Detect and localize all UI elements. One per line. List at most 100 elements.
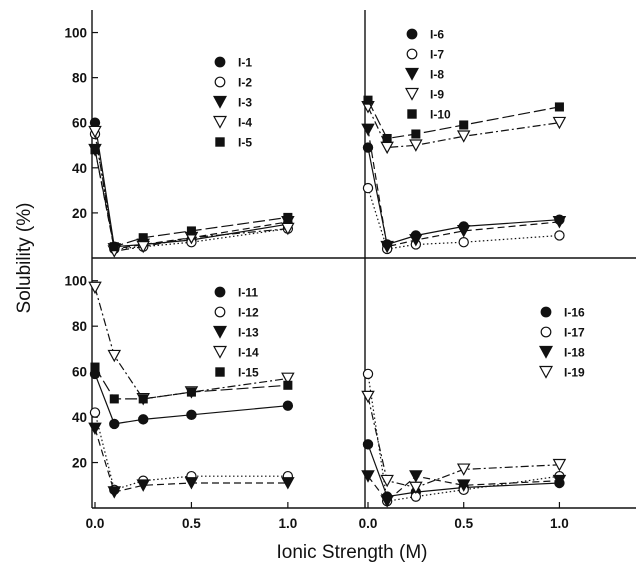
legend-marker-i-8 (404, 67, 420, 81)
data-point-i-15 (283, 380, 293, 390)
data-point-i-15 (109, 394, 119, 404)
data-point-i-15 (90, 362, 100, 372)
legend-marker-i-1 (214, 56, 226, 68)
data-point-i-7 (554, 230, 565, 241)
panel-top-right: I-6 I-7 I-8 I-9 I-10 (361, 28, 567, 255)
data-point-i-17 (362, 368, 374, 380)
data-point-i-13 (107, 486, 122, 499)
data-point-i-5 (186, 226, 196, 236)
legend-label-i-18: I-18 (564, 346, 585, 360)
legend-marker-i-15 (215, 367, 225, 377)
legend-label-i-8: I-8 (430, 68, 444, 82)
series-i-14 (88, 281, 295, 406)
y-tick-label: 80 (72, 71, 87, 86)
legend-label-i-16: I-16 (564, 306, 585, 320)
legend-marker-i-17 (540, 326, 552, 338)
data-point-i-14 (88, 281, 102, 295)
legend-label-i-5: I-5 (238, 136, 252, 150)
data-point-i-14 (107, 349, 122, 363)
data-point-i-18 (380, 495, 394, 508)
legend-marker-i-7 (406, 48, 418, 60)
x-tick-label: 0.5 (454, 516, 473, 531)
data-point-i-12 (89, 407, 101, 418)
legend-top-left: I-1 I-2 I-3 I-4 I-5 (212, 56, 252, 150)
y-tick-label: 60 (72, 116, 87, 131)
panel-bottom-right: 0.0 0.5 1.0 I-16 I-17 I-18 I-19 (359, 306, 585, 532)
x-tick-label: 1.0 (278, 516, 297, 531)
data-point-i-5 (90, 145, 100, 155)
data-point-i-13 (281, 477, 295, 490)
legend-label-i-9: I-9 (430, 88, 444, 102)
data-point-i-13 (184, 477, 199, 490)
series-line-i-14 (94, 287, 288, 400)
data-point-i-18 (456, 479, 471, 492)
data-point-i-8 (380, 240, 394, 254)
legend-label-i-7: I-7 (430, 48, 444, 62)
data-point-i-7 (362, 182, 374, 194)
legend-label-i-10: I-10 (430, 108, 451, 122)
x-tick-label: 0.5 (182, 516, 201, 531)
legend-label-i-12: I-12 (238, 306, 259, 320)
data-point-i-15 (138, 394, 148, 404)
data-point-i-8 (409, 234, 423, 247)
legend-label-i-17: I-17 (564, 326, 585, 340)
y-tick-label: 40 (72, 161, 87, 176)
panel-bottom-left: 20 40 60 80 100 0.0 0.5 1.0 I-11 I-12 I-13 I-14 I-15 (64, 274, 297, 531)
data-point-i-10 (411, 129, 421, 139)
legend-marker-i-13 (212, 325, 228, 339)
data-point-i-5 (283, 212, 293, 222)
data-point-i-19 (380, 474, 394, 488)
data-point-i-8 (361, 123, 375, 137)
data-point-i-10 (363, 95, 373, 105)
y-tick-label: 20 (72, 456, 87, 471)
data-point-i-13 (88, 422, 102, 436)
legend-label-i-14: I-14 (238, 346, 259, 360)
legend-label-i-19: I-19 (564, 366, 585, 380)
data-point-i-14 (281, 372, 295, 386)
series-i-13 (88, 422, 295, 499)
x-axis-title: Ionic Strength (M) (277, 542, 428, 563)
series-i-10 (363, 95, 564, 144)
legend-label-i-3: I-3 (238, 96, 252, 110)
y-tick-label: 20 (72, 206, 87, 221)
data-point-i-11 (138, 414, 149, 425)
data-point-i-19 (361, 390, 375, 404)
legend-marker-i-11 (214, 286, 226, 298)
legend-label-i-1: I-1 (238, 56, 252, 70)
legend-bottom-left: I-11 I-12 I-13 I-14 I-15 (212, 286, 259, 380)
data-point-i-9 (552, 116, 567, 130)
legend-marker-i-10 (407, 109, 417, 119)
data-point-i-11 (282, 400, 294, 411)
data-point-i-10 (382, 133, 392, 144)
data-point-i-18 (361, 470, 375, 483)
series-line-i-13 (94, 428, 288, 493)
data-point-i-11 (109, 418, 120, 430)
panels-layer: 20406080100I-1I-2I-3I-4I-5I-6I-7I-8I-9I-… (64, 10, 636, 531)
data-point-i-9 (409, 139, 423, 152)
data-point-i-13 (136, 479, 150, 492)
series-i-19 (361, 390, 567, 495)
y-tick-label: 100 (64, 274, 87, 289)
y-axis-title: Solubility (%) (14, 203, 35, 314)
series-i-4 (88, 125, 295, 258)
data-point-i-8 (552, 216, 567, 229)
series-i-8 (361, 123, 567, 254)
data-point-i-5 (109, 242, 119, 252)
panel-top-left: 20 40 60 80 100 I-1 I-2 I-3 I-4 I-5 (64, 26, 295, 258)
series-i-5 (90, 145, 293, 252)
data-point-i-18 (552, 474, 567, 488)
x-tick-label: 0.0 (86, 516, 105, 531)
data-point-i-8 (456, 225, 471, 238)
legend-marker-i-2 (214, 76, 226, 88)
legend-marker-i-18 (538, 345, 554, 359)
data-point-i-10 (554, 102, 564, 112)
data-point-i-7 (458, 237, 469, 248)
data-point-i-11 (186, 409, 197, 421)
series-i-18 (361, 470, 567, 508)
legend-marker-i-12 (214, 306, 226, 318)
data-point-i-19 (409, 481, 423, 495)
legend-label-i-2: I-2 (238, 76, 252, 90)
data-point-i-4 (88, 125, 102, 139)
series-line-i-12 (94, 412, 288, 491)
data-point-i-6 (362, 142, 374, 153)
